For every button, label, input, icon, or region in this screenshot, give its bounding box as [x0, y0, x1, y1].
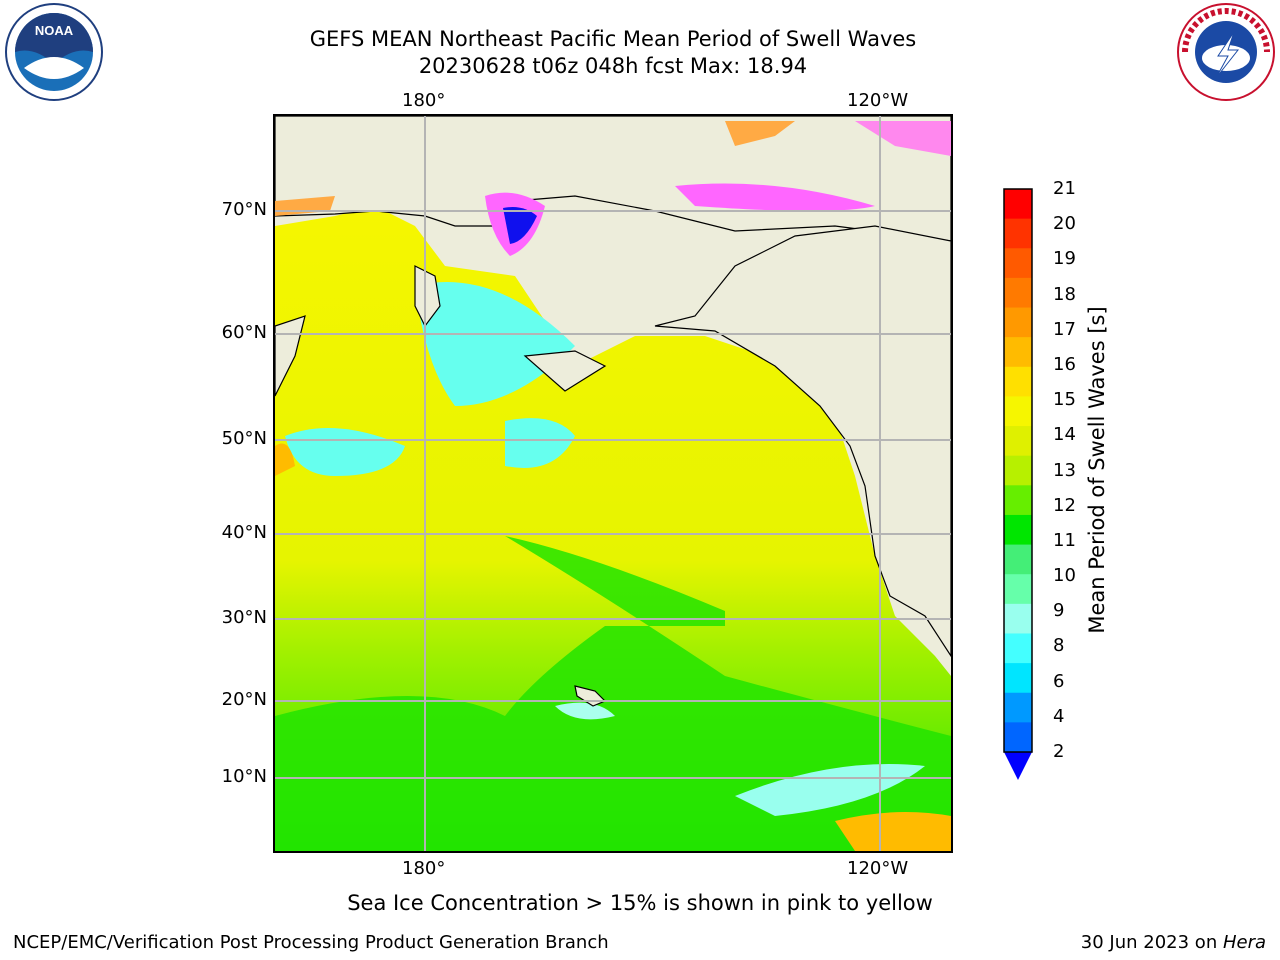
colorbar-tick-label: 2: [1053, 741, 1065, 762]
ice-zone-low-period: [503, 207, 537, 244]
colorbar-block: [1004, 218, 1032, 249]
orange-patch-west: [275, 443, 295, 476]
nws-logo: [1177, 3, 1275, 101]
land-alaska-peninsula: [523, 350, 607, 392]
lat-label-50n: 50°N: [221, 428, 267, 449]
colorbar-tick-label: 15: [1053, 389, 1076, 411]
lon-label-top-120w: 120°W: [847, 90, 909, 111]
land-kamchatka: [275, 315, 306, 397]
colorbar-block: [1004, 189, 1032, 220]
land-chukotka: [414, 265, 441, 328]
graticule: [275, 116, 951, 851]
colorbar: [1003, 188, 1033, 780]
cyan-area-hawaii: [555, 702, 615, 720]
colorbar-tick-label: 18: [1053, 283, 1076, 305]
footer-date: 30 Jun 2023 on Hera: [1081, 932, 1266, 953]
colorbar-tick-label: 17: [1053, 318, 1076, 340]
lat-label-20n: 20°N: [221, 689, 267, 710]
colorbar-block: [1004, 455, 1032, 486]
colorbar-block: [1004, 514, 1032, 546]
colorbar-block: [1004, 337, 1032, 368]
colorbar-block: [1004, 248, 1032, 279]
lat-label-10n: 10°N: [221, 766, 267, 787]
colorbar-tick-label: 6: [1053, 670, 1065, 692]
colorbar-tick-label: 13: [1053, 459, 1076, 481]
cyan-area-bering: [415, 282, 575, 406]
colorbar-tick-label: 19: [1053, 248, 1076, 270]
svg-text:NOAA: NOAA: [35, 23, 74, 38]
colorbar-tick-label: 10: [1053, 565, 1076, 587]
lat-label-70n: 70°N: [221, 199, 267, 220]
sea-ice-note: Sea Ice Concentration > 15% is shown in …: [347, 891, 933, 915]
colorbar-block: [1004, 277, 1032, 309]
lat-label-60n: 60°N: [221, 322, 267, 343]
map-panel: [273, 114, 953, 853]
colorbar-block: [1004, 663, 1032, 694]
sea-ice-beaufort: [675, 183, 875, 211]
chart-title: GEFS MEAN Northeast Pacific Mean Period …: [309, 27, 917, 51]
colorbar-tick-label: 11: [1053, 529, 1076, 551]
colorbar-block: [1004, 366, 1032, 397]
lon-label-top-180: 180°: [402, 90, 446, 111]
colorbar-tick-label: 20: [1053, 213, 1076, 235]
colorbar-tick-label: 14: [1053, 424, 1076, 446]
green-band: [275, 536, 951, 851]
lon-label-bottom-180: 180°: [402, 858, 446, 879]
sea-ice-arctic-north: [725, 121, 795, 146]
colorbar-tick-label: 12: [1053, 494, 1076, 516]
colorbar-block: [1004, 307, 1032, 338]
colorbar-title: Mean Period of Swell Waves [s]: [1085, 306, 1109, 634]
orange-patch-southeast: [835, 812, 951, 851]
colorbar-under-arrow: [1004, 752, 1032, 780]
colorbar-block: [1004, 544, 1032, 575]
colorbar-tick-label: 8: [1053, 635, 1065, 657]
colorbar-tick-label: 21: [1053, 178, 1076, 199]
colorbar-tick-label: 9: [1053, 600, 1065, 622]
cyan-area-central: [505, 418, 575, 468]
colorbar-block: [1004, 633, 1032, 664]
footer-org: NCEP/EMC/Verification Post Processing Pr…: [13, 932, 609, 953]
lat-label-30n: 30°N: [221, 607, 267, 628]
colorbar-block: [1004, 426, 1032, 457]
colorbar-block: [1004, 722, 1032, 753]
colorbar-tick-label: 4: [1053, 705, 1065, 727]
colorbar-tick-label: 16: [1053, 353, 1076, 375]
colorbar-block: [1004, 574, 1032, 605]
colorbar-block: [1004, 603, 1032, 634]
colorbar-block: [1004, 692, 1032, 723]
lat-label-40n: 40°N: [221, 522, 267, 543]
footer-machine: Hera: [1222, 932, 1266, 953]
chart-subtitle: 20230628 t06z 048h fcst Max: 18.94: [418, 54, 808, 78]
swell-period-field: [275, 116, 951, 851]
footer-date-text: 30 Jun 2023 on: [1080, 932, 1223, 953]
noaa-logo: NOAA: [5, 3, 103, 101]
colorbar-block: [1004, 485, 1032, 516]
lon-label-bottom-120w: 120°W: [847, 858, 909, 879]
colorbar-block: [1004, 396, 1032, 427]
